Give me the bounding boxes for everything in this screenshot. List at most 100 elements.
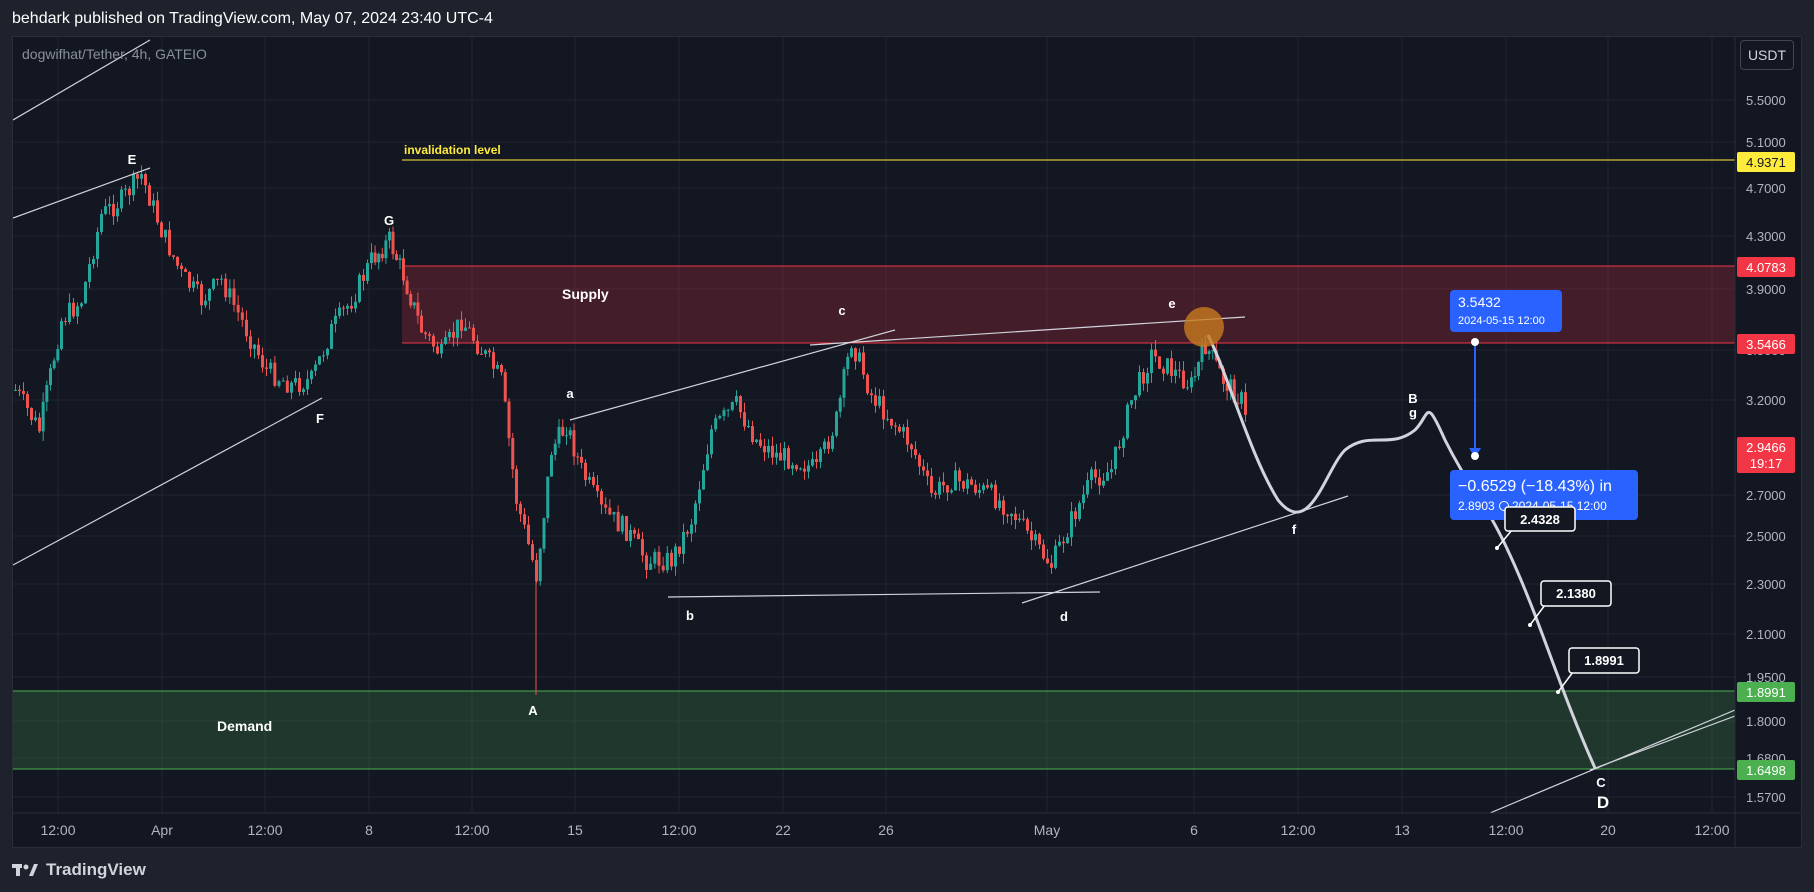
tradingview-logo[interactable]: TradingView [12, 860, 146, 880]
price-tick-label: 2.1000 [1746, 627, 1786, 642]
candle-body [192, 281, 195, 288]
candle-body [616, 511, 620, 532]
candle-body [216, 278, 219, 280]
candle-body [156, 200, 159, 223]
trendline-6 [667, 591, 1101, 598]
candle-body [612, 511, 616, 515]
candle-body [68, 302, 71, 323]
trendline-5 [809, 316, 1246, 346]
candle-body [986, 485, 989, 488]
wave-label-d: d [1060, 609, 1068, 624]
candle-body [172, 255, 175, 257]
candle-body [492, 352, 495, 369]
candle-body [18, 389, 21, 392]
candle-body [722, 410, 726, 417]
candle-body [168, 229, 171, 256]
candle-body [982, 485, 985, 490]
candle-body [72, 302, 75, 317]
candle-body [342, 307, 345, 309]
candle-body [80, 303, 83, 307]
candle-body [96, 231, 99, 260]
trendline-7 [1021, 495, 1349, 604]
target-box-3 [1568, 647, 1640, 674]
candle-body [922, 466, 925, 471]
symbol-label: dogwifhat/Tether, 4h, GATEIO [22, 46, 207, 62]
time-tick-label: 13 [1394, 822, 1410, 838]
candle-body [690, 524, 693, 534]
candle-body [791, 465, 794, 469]
candle-body [870, 393, 873, 396]
candle-body [542, 518, 546, 549]
candle-body [398, 258, 402, 260]
price-tick-label: 4.3000 [1746, 229, 1786, 244]
candle-body [787, 448, 790, 469]
candle-body [665, 552, 669, 571]
price-tick-label: 1.8000 [1746, 714, 1786, 729]
candle-body [930, 476, 933, 493]
candle-body [882, 396, 885, 420]
candle-body [702, 470, 705, 490]
price-tick-label: 2.7000 [1746, 488, 1786, 503]
candle-body [890, 418, 893, 426]
currency-button[interactable]: USDT [1740, 40, 1794, 70]
measure-start-date: 2024-05-15 12:00 [1458, 315, 1545, 327]
candle-body [576, 456, 580, 458]
candle-body [1030, 530, 1033, 541]
candle-body [440, 344, 443, 354]
candle-body [1130, 400, 1133, 405]
candle-body [1062, 541, 1065, 544]
candle-body [795, 465, 798, 470]
candle-body [714, 418, 718, 430]
candle-body [1078, 503, 1081, 520]
time-axis[interactable]: 12:00 Apr 12:00 8 12:00 15 12:00 22 26 May 6 12:00 1… [40, 822, 1729, 838]
candle-body [1229, 379, 1233, 391]
candle-body [1010, 513, 1013, 517]
candle-body [294, 378, 297, 383]
candle-body [208, 288, 211, 301]
candle-body [755, 439, 758, 443]
candle-body [322, 355, 325, 357]
candle-body [974, 484, 977, 493]
candle-body [366, 263, 369, 281]
candle-body [326, 348, 329, 356]
wave-label-F: F [316, 411, 324, 426]
price-axis[interactable]: 5.50005.10004.70004.30003.90003.50003.20… [1737, 93, 1795, 805]
price-tick-label: 3.9000 [1746, 282, 1786, 297]
candle-body [918, 455, 921, 467]
candle-body [380, 253, 384, 259]
candle-body [472, 327, 475, 341]
candle-body [200, 284, 203, 306]
price-badge-label: 1.8991 [1746, 685, 1786, 700]
candle-body [835, 411, 838, 436]
candle-body [152, 200, 155, 206]
price-badge-label: 4.9371 [1746, 155, 1786, 170]
candle-body [902, 427, 905, 432]
candle-body [160, 222, 163, 238]
candle-body [34, 417, 37, 421]
candle-body [257, 344, 260, 356]
price-tick-label: 5.5000 [1746, 93, 1786, 108]
candle-body [1042, 544, 1045, 559]
candle-body [1046, 558, 1049, 564]
price-badge-countdown: 19:17 [1750, 456, 1783, 471]
candle-body [412, 302, 416, 306]
invalidation-label: invalidation level [404, 143, 501, 157]
trendline-2 [13, 167, 151, 219]
candle-body [799, 468, 802, 470]
candle-body [827, 441, 830, 449]
candle-body [807, 465, 810, 472]
time-tick-label: 12:00 [661, 822, 696, 838]
candle-body [739, 396, 742, 413]
time-tick-label: 8 [365, 822, 373, 838]
time-tick-label: 12:00 [1488, 822, 1523, 838]
candle-body [970, 479, 973, 485]
candle-body [507, 401, 511, 439]
price-badge-label: 3.5466 [1746, 337, 1786, 352]
candle-body [686, 531, 689, 534]
candle-body [1193, 376, 1197, 378]
candle-body [350, 305, 353, 309]
candle-body [362, 274, 365, 281]
candle-body [914, 449, 917, 456]
footer-bar [0, 848, 1814, 892]
